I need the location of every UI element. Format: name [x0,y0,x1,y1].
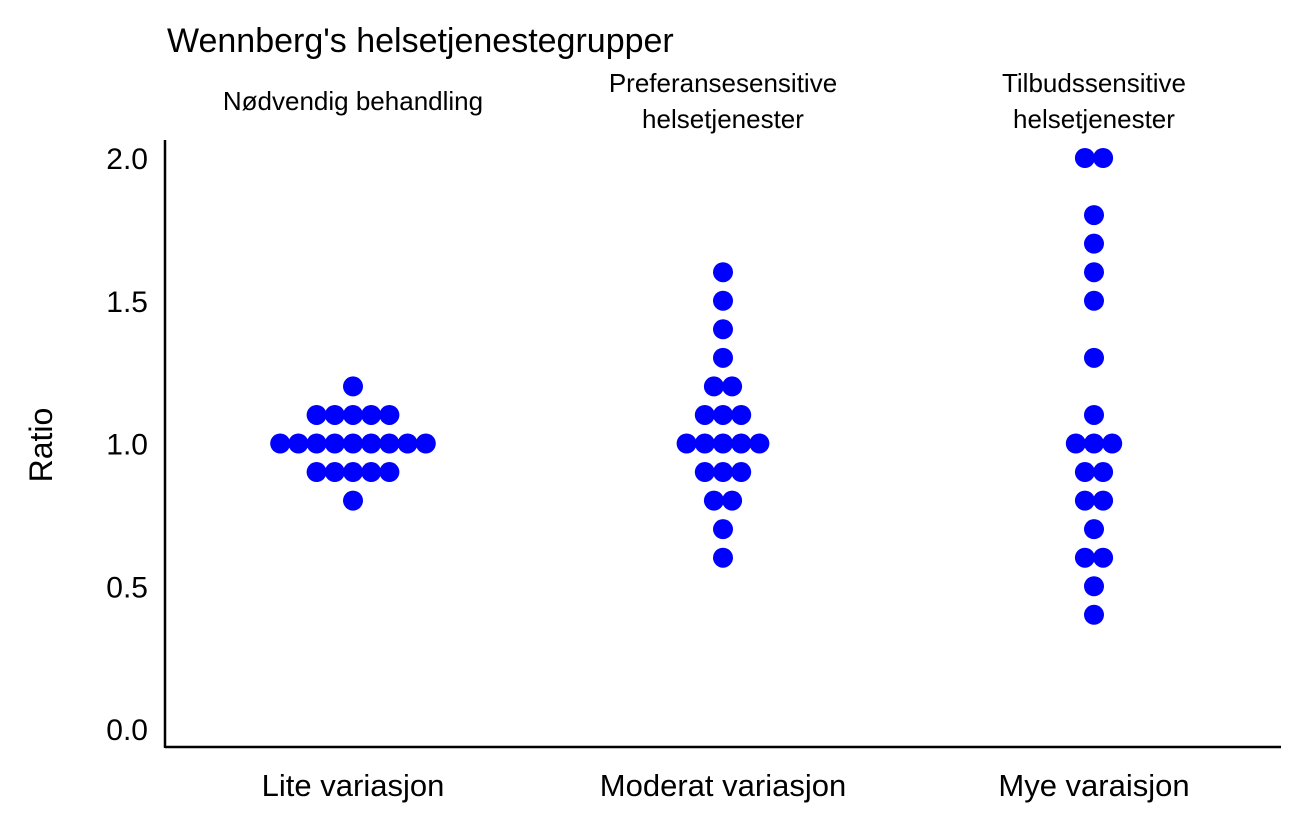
group-label-line: Nødvendig behandling [223,86,483,116]
y-tick-label: 1.5 [106,286,148,319]
data-point [676,433,697,454]
group-label-line: Preferansesensitive [609,68,837,98]
data-point [713,404,733,425]
group-label: Tilbudssensitive helsetjenester [1002,68,1186,134]
data-point [343,433,363,454]
data-point [306,462,327,483]
data-point [270,433,291,454]
data-point [1065,433,1086,454]
data-point [1093,148,1114,168]
data-point [1084,433,1104,454]
data-point [731,433,752,454]
x-category-label: Mye varaisjon [998,768,1189,803]
data-point [722,376,743,397]
data-point [1093,462,1114,483]
data-point [343,376,363,397]
y-tick-label: 0.5 [106,571,148,604]
x-category-labels: Lite variasjon Moderat variasjon Mye varai… [262,768,1190,803]
data-point [1074,148,1095,168]
data-point [1084,290,1104,311]
data-point [1084,262,1104,283]
data-point [713,347,733,368]
data-point [703,376,724,397]
x-category-label: Moderat variasjon [600,768,846,803]
data-point [713,290,733,311]
data-point [694,433,715,454]
data-point [1084,404,1104,425]
data-point [288,433,309,454]
data-points [270,148,1123,625]
data-point [1084,604,1104,625]
data-point [713,547,733,568]
data-point [749,433,770,454]
data-point [1093,490,1114,511]
chart-title: Wennberg's helsetjenestegrupper [167,22,674,60]
data-point [1084,347,1104,368]
group-labels: Nødvendig behandling Preferansesensitive h… [223,68,1186,134]
data-point [343,404,363,425]
group-label-line: Tilbudssensitive [1002,68,1186,98]
data-point [694,462,715,483]
data-point [731,462,752,483]
data-point [1084,576,1104,597]
data-point [1074,462,1095,483]
data-point [343,490,363,511]
y-tick-label: 2.0 [106,143,148,176]
data-point [361,404,382,425]
data-point [713,462,733,483]
data-point [361,433,382,454]
data-point [1102,433,1123,454]
data-point [1084,519,1104,540]
data-point [1084,205,1104,226]
data-point [343,462,363,483]
data-point [722,490,743,511]
data-point [731,404,752,425]
data-point [306,404,327,425]
data-point [379,462,400,483]
data-point [1084,233,1104,254]
data-point [713,319,733,340]
data-point [415,433,436,454]
data-point [1074,547,1095,568]
data-point [306,433,327,454]
group-label: Nødvendig behandling [223,86,483,116]
data-point [694,404,715,425]
data-point [713,433,733,454]
data-point [703,490,724,511]
data-point [1093,547,1114,568]
group-label: Preferansesensitive helsetjenester [609,68,837,134]
group-label-line: helsetjenester [642,104,804,134]
data-point [324,433,345,454]
data-point [713,519,733,540]
y-tick-label: 0.0 [106,714,148,747]
data-point [379,404,400,425]
data-point [713,262,733,283]
data-point [379,433,400,454]
x-category-label: Lite variasjon [262,768,445,803]
data-point [324,404,345,425]
y-tick-labels: 0.0 0.5 1.0 1.5 2.0 [106,143,148,747]
data-point [324,462,345,483]
y-axis-label: Ratio [23,408,59,483]
data-point [1074,490,1095,511]
data-point [397,433,418,454]
y-tick-label: 1.0 [106,429,148,462]
group-label-line: helsetjenester [1013,104,1175,134]
data-point [361,462,382,483]
